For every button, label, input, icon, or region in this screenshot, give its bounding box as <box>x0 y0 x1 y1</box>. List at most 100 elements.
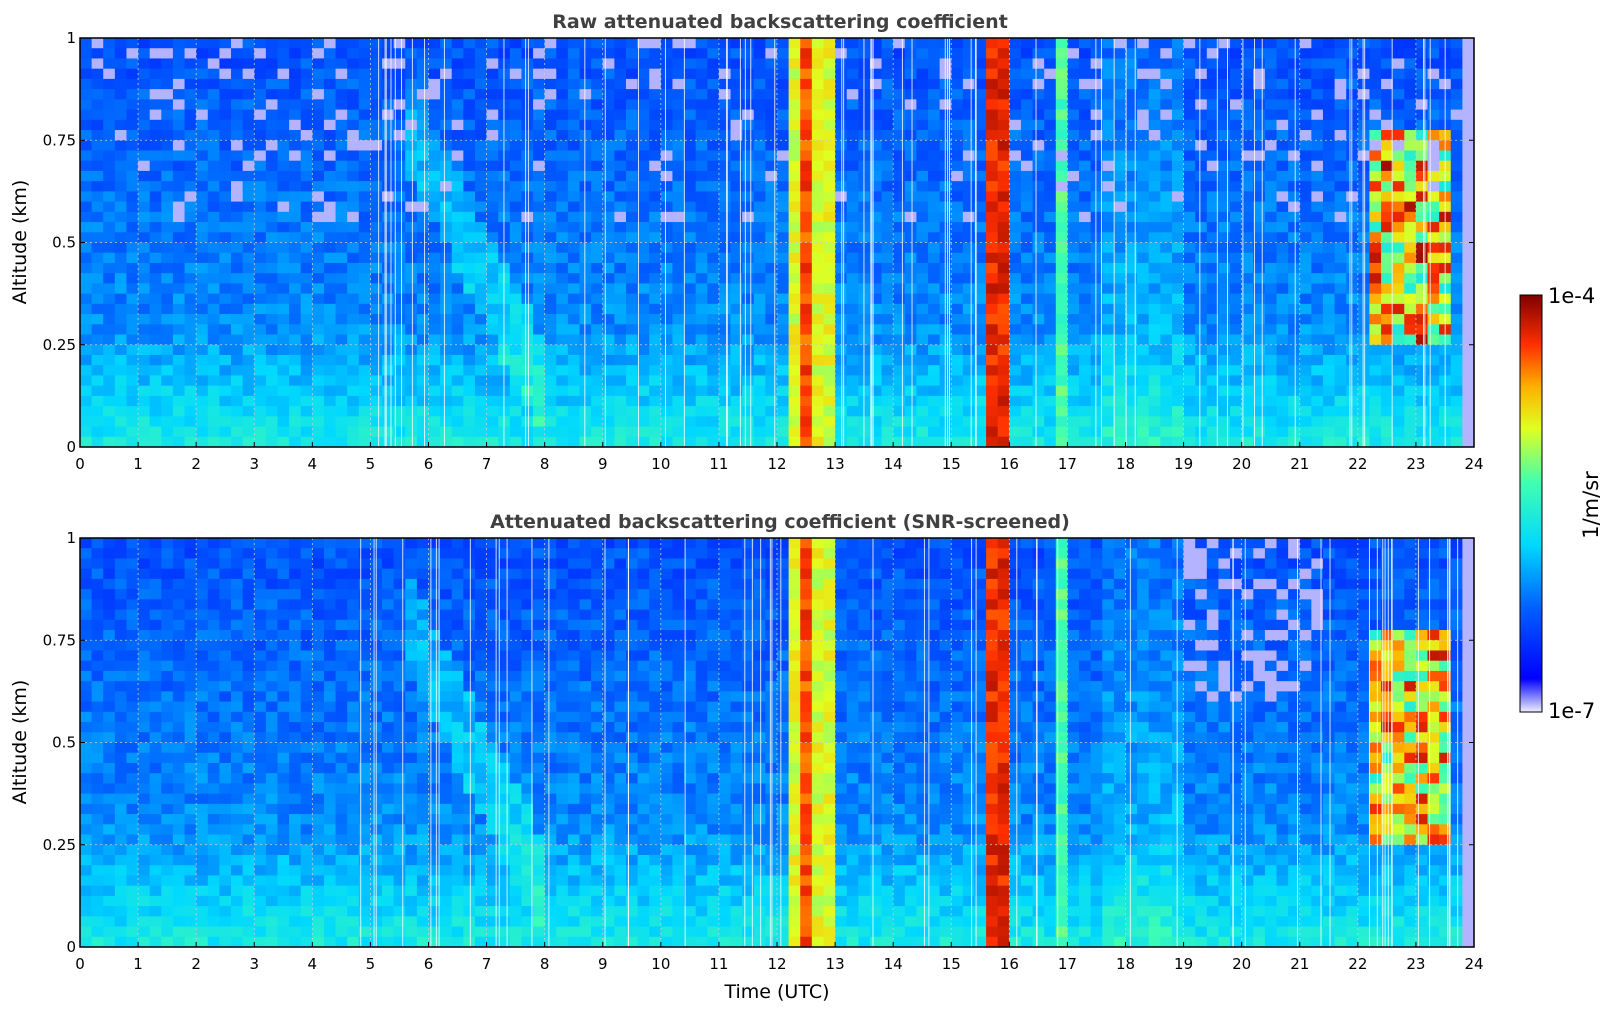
heatmap-cell <box>869 48 883 60</box>
heatmap-cell <box>684 160 697 172</box>
heatmap-cell <box>904 426 917 438</box>
heatmap-cell <box>405 130 418 141</box>
heatmap-cell <box>1427 99 1440 111</box>
heatmap-cell <box>695 222 708 233</box>
heatmap-cell <box>1427 170 1440 182</box>
heatmap-cell <box>1032 334 1045 346</box>
heatmap-cell <box>509 140 523 152</box>
heatmap-cell <box>207 222 220 233</box>
heatmap-cell <box>509 436 523 448</box>
heatmap-cell <box>1125 385 1138 397</box>
heatmap-cell <box>1241 324 1254 336</box>
heatmap-cell <box>451 181 464 192</box>
heatmap-cell <box>300 48 313 60</box>
heatmap-cell <box>1311 201 1324 213</box>
heatmap-cell <box>637 242 650 254</box>
heatmap-cell <box>1404 89 1417 100</box>
heatmap-cell <box>1125 160 1138 172</box>
heatmap-cell <box>463 293 476 305</box>
heatmap-cell <box>219 181 232 192</box>
heatmap-cell <box>556 426 569 438</box>
heatmap-cell <box>1253 38 1266 49</box>
heatmap-cell <box>800 354 813 366</box>
heatmap-cell <box>254 150 267 162</box>
heatmap-cell <box>904 416 917 428</box>
heatmap-cell <box>811 314 825 325</box>
heatmap-cell <box>1055 283 1069 295</box>
heatmap-cell <box>591 314 604 325</box>
heatmap-cell <box>974 78 987 90</box>
heatmap-cell <box>1462 181 1475 192</box>
heatmap-cell <box>591 191 604 203</box>
heatmap-cell <box>1253 119 1266 131</box>
heatmap-cell <box>997 191 1010 203</box>
heatmap-cell <box>428 334 441 346</box>
heatmap-cell <box>184 170 197 182</box>
heatmap-cell <box>1206 68 1220 80</box>
heatmap-cell <box>1079 119 1092 131</box>
heatmap-cell <box>405 283 418 295</box>
heatmap-cell <box>103 252 116 264</box>
heatmap-cell <box>637 119 650 131</box>
heatmap-cell <box>893 314 906 325</box>
heatmap-cell <box>904 314 917 325</box>
heatmap-cell <box>1311 232 1324 244</box>
heatmap-cell <box>1148 283 1161 295</box>
heatmap-cell <box>579 293 592 305</box>
heatmap-cell <box>382 48 395 60</box>
heatmap-cell <box>846 48 859 60</box>
heatmap-cell <box>1381 99 1394 111</box>
heatmap-cell <box>811 89 825 100</box>
heatmap-cell <box>1404 181 1417 192</box>
heatmap-cell <box>1415 99 1429 111</box>
heatmap-cell <box>614 426 627 438</box>
panel-raw-x-ticks: 0 1 2 3 4 5 6 7 8 9 10 11 12 13 14 15 16 17 18 19 20 21 22 23 24 <box>75 442 1484 473</box>
heatmap-cell <box>881 242 894 254</box>
heatmap-cell <box>289 38 302 49</box>
heatmap-cell <box>695 68 708 80</box>
heatmap-cell <box>1009 436 1022 448</box>
heatmap-cell <box>1404 222 1417 233</box>
heatmap-cell <box>80 558 93 570</box>
heatmap-cell <box>1311 58 1324 70</box>
heatmap-cell <box>440 170 453 182</box>
heatmap-cell <box>312 78 325 90</box>
heatmap-cell <box>1195 48 1208 60</box>
heatmap-cell <box>869 395 883 407</box>
heatmap-cell <box>103 334 116 346</box>
heatmap-cell <box>1183 334 1196 346</box>
heatmap-cell <box>370 395 383 407</box>
heatmap-cell <box>428 252 441 264</box>
heatmap-cell <box>881 150 894 162</box>
heatmap-cell <box>126 99 139 111</box>
heatmap-cell <box>207 242 220 254</box>
heatmap-cell <box>660 38 674 49</box>
heatmap-cell <box>393 273 406 284</box>
heatmap-cell <box>928 416 941 428</box>
heatmap-cell <box>835 160 848 172</box>
heatmap-cell <box>753 344 766 356</box>
heatmap-cell <box>916 38 929 49</box>
heatmap-cell <box>1044 273 1057 284</box>
heatmap-cell <box>1195 354 1208 366</box>
heatmap-cell <box>196 78 209 90</box>
heatmap-cell <box>126 426 139 438</box>
heatmap-cell <box>788 293 801 305</box>
heatmap-cell <box>277 273 290 284</box>
heatmap-cell <box>602 354 615 366</box>
heatmap-cell <box>742 78 755 90</box>
heatmap-cell <box>1264 191 1278 203</box>
heatmap-cell <box>1079 262 1092 274</box>
heatmap-cell <box>300 222 313 233</box>
heatmap-cell <box>80 416 93 428</box>
heatmap-cell <box>1218 242 1231 254</box>
heatmap-cell <box>323 140 337 152</box>
heatmap-cell <box>1090 406 1103 417</box>
heatmap-cell <box>695 201 708 213</box>
heatmap-cell <box>277 252 290 264</box>
heatmap-cell <box>149 365 162 377</box>
heatmap-cell <box>382 385 395 397</box>
heatmap-cell <box>788 222 801 233</box>
heatmap-cell <box>1032 324 1045 336</box>
heatmap-cell <box>138 273 151 284</box>
